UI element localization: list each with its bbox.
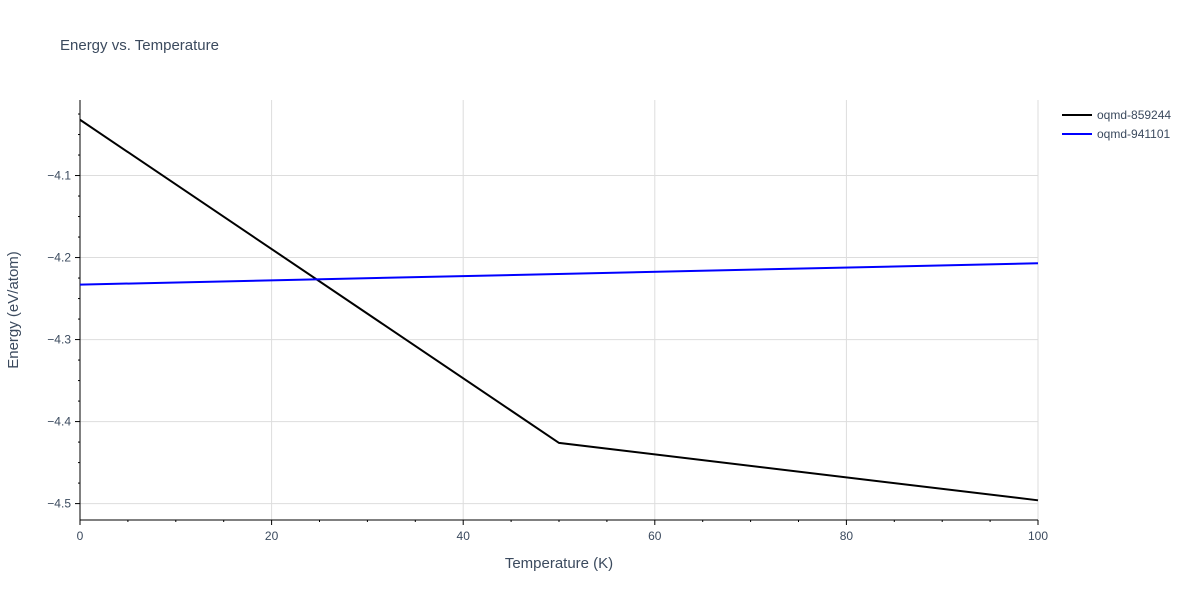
series-line-oqmd-859244	[79, 118, 1039, 502]
x-tick-label: 60	[648, 529, 662, 543]
x-axis-title: Temperature (K)	[505, 555, 613, 572]
x-tick-label: 80	[840, 529, 854, 543]
series-layer	[79, 118, 1039, 502]
y-tick-label: −4.2	[47, 251, 71, 265]
axes: 0 20 40 60 80 100 −4.1 −4.2 −4.3 −4.4 −4.5	[47, 100, 1048, 543]
legend-label: oqmd-941101	[1097, 127, 1170, 141]
legend-item-oqmd-941101[interactable]: oqmd-941101	[1062, 127, 1170, 141]
y-tick-label: −4.3	[47, 333, 71, 347]
x-tick-label: 20	[265, 529, 279, 543]
legend[interactable]: oqmd-859244 oqmd-941101	[1062, 108, 1171, 141]
y-axis-title: Energy (eV/atom)	[5, 251, 22, 369]
legend-item-oqmd-859244[interactable]: oqmd-859244	[1062, 108, 1171, 122]
x-tick-label: 0	[77, 529, 84, 543]
chart-title: Energy vs. Temperature	[60, 37, 219, 54]
grid	[80, 100, 1039, 520]
y-tick-label: −4.1	[47, 169, 71, 183]
y-tick-label: −4.5	[47, 497, 71, 511]
x-tick-label: 40	[457, 529, 471, 543]
legend-label: oqmd-859244	[1097, 108, 1171, 122]
y-tick-label: −4.4	[47, 415, 71, 429]
series-line-oqmd-941101	[79, 262, 1039, 286]
x-tick-label: 100	[1028, 529, 1048, 543]
